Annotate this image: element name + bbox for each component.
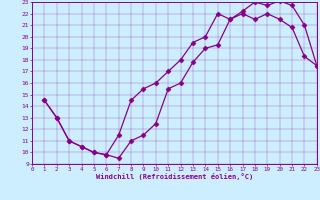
X-axis label: Windchill (Refroidissement éolien,°C): Windchill (Refroidissement éolien,°C) — [96, 173, 253, 180]
